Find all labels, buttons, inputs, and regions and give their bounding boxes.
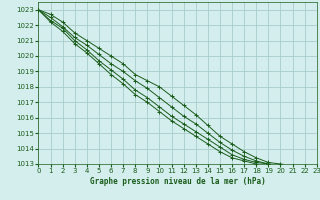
X-axis label: Graphe pression niveau de la mer (hPa): Graphe pression niveau de la mer (hPa) xyxy=(90,177,266,186)
